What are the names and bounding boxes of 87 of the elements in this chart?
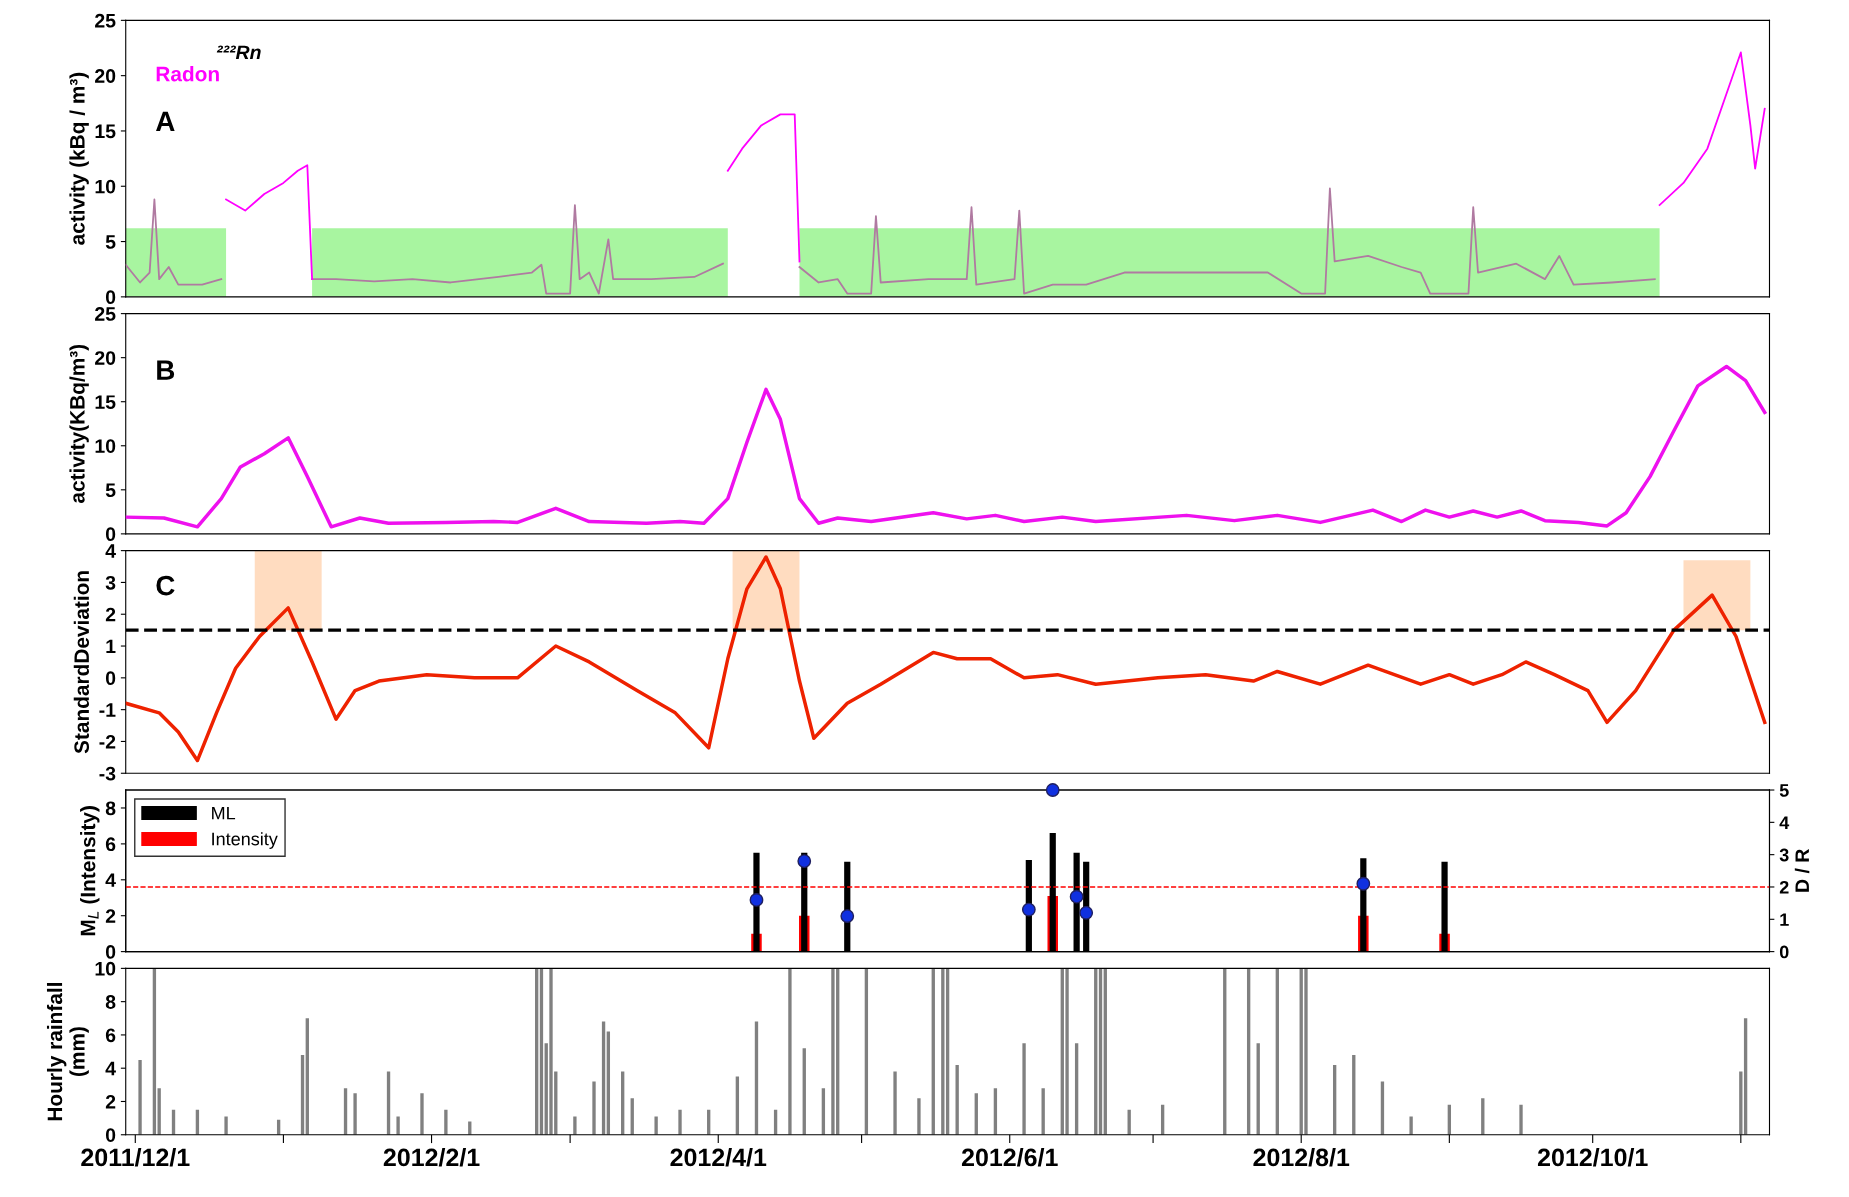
y-tick-label: 4 [105,1061,116,1076]
x-tick-label: 2012/10/1 [1537,1147,1648,1167]
y-tick-label: 2 [105,1094,116,1109]
bar [353,1093,357,1135]
bar [678,1109,682,1135]
bar [444,1109,448,1135]
y-axis-title: M$_{L}$ (Intensity) [80,806,100,936]
annotation: Radon [156,66,219,82]
bar [1065,968,1069,1135]
y-tick-label: 4 [105,873,116,887]
y-tick-label: 1 [106,639,116,654]
bar [396,1116,400,1135]
y2-tick-label: 2 [1779,880,1789,894]
y-tick-label: 2 [105,909,116,923]
y-tick-label: 6 [105,1028,116,1043]
bar [893,1071,897,1135]
y-tick-label: 20 [95,69,116,83]
bar [138,1059,142,1135]
point [840,909,855,923]
bar [1022,1043,1026,1135]
y-tick-label: 15 [95,395,116,409]
x-tick-label: 2012/8/1 [1253,1147,1350,1167]
bar [917,1098,921,1135]
y-axis-title: StandardDeviation [73,571,90,754]
bar [831,968,835,1135]
line-series [125,555,1767,763]
y-tick-label: 3 [105,575,116,590]
y2-axis-title: D / R [1794,849,1810,892]
point [1069,889,1084,904]
y-tick-label: 0 [105,527,116,542]
x-tick-label: 2012/2/1 [383,1147,480,1167]
y2-tick-label: 3 [1779,848,1789,862]
y-axis-title: Hourly rainfall (mm) [46,983,89,1121]
point [749,892,764,907]
y-tick-label: 6 [105,837,116,852]
y-tick-label: -2 [99,734,116,749]
legend-label: ML [212,806,236,820]
point [1045,783,1060,797]
bar [1519,1104,1523,1135]
x-tick-label: 2011/12/1 [81,1147,190,1167]
bar [941,968,945,1135]
y2-tick-label: 4 [1779,816,1790,829]
y-tick-label: 8 [105,995,116,1009]
y-tick-label: 0 [105,1128,116,1142]
bar [573,1116,577,1135]
y-tick-label: 10 [95,439,116,453]
point [1079,905,1094,920]
y2-tick-label: 1 [1780,913,1789,926]
x-tick-label: 2012/4/1 [670,1147,767,1167]
y-tick-label: 8 [105,801,116,816]
y-tick-label: 25 [95,307,116,321]
point [1356,876,1371,891]
annotation: A [156,111,175,131]
bar [955,1064,959,1135]
bar [549,968,553,1135]
y-tick-label: 0 [105,290,116,305]
annotation: C [156,575,175,596]
y-tick-label: -1 [99,703,116,717]
y-tick-label: 4 [105,544,116,558]
point [1021,902,1036,917]
y2-tick-label: 5 [1779,784,1789,797]
bar [654,1116,658,1135]
y2-tick-label: 0 [1779,945,1789,959]
y-axis-title: activity (kBq / m³) [69,72,89,245]
y-tick-label: 0 [105,945,116,959]
x-tick-label: 2012/6/1 [961,1147,1058,1167]
y-axis-title: activity(KBq/m³) [69,344,89,503]
y-tick-label: -3 [99,766,116,781]
legend-label: Intensity [212,832,278,849]
y-tick-label: 2 [105,607,116,622]
annotation: B [157,360,175,380]
y-tick-label: 20 [95,351,116,365]
bar [592,1081,596,1135]
bar [420,1093,424,1135]
y-tick-label: 5 [105,483,116,498]
point [797,854,812,869]
y-tick-label: 10 [95,961,116,976]
y-tick-label: 10 [95,179,116,194]
bar [1304,968,1308,1135]
y-tick-label: 5 [105,235,116,249]
bar [224,1116,228,1135]
annotation: ²²²Rn [216,45,261,60]
y-tick-label: 25 [95,13,116,28]
y-tick-label: 15 [95,124,116,139]
bar [1409,1116,1413,1135]
y-tick-label: 0 [105,671,116,686]
bar [788,968,792,1135]
